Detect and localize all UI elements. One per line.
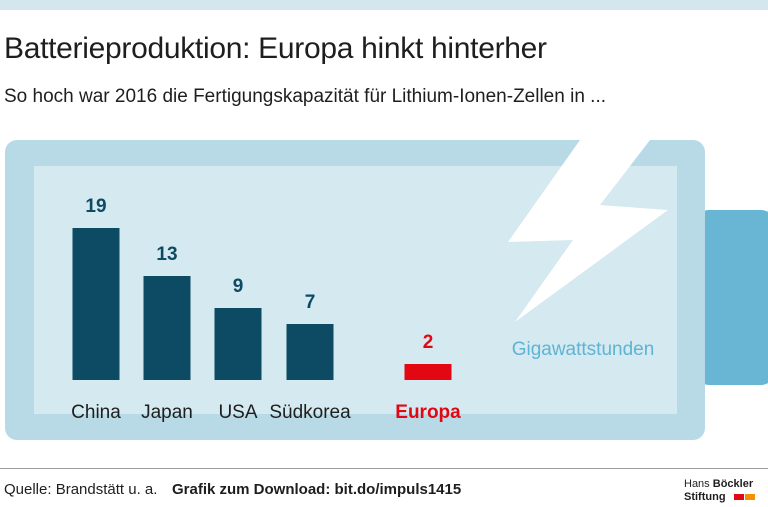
value-label-china: 19 (85, 196, 106, 217)
battery-terminal (695, 210, 768, 385)
logo-red-mark (734, 494, 744, 500)
category-label-japan: Japan (141, 402, 193, 423)
category-label-s-dkorea: Südkorea (269, 402, 351, 423)
bar-usa (214, 308, 262, 380)
bar-s-dkorea (286, 324, 334, 380)
unit-label: Gigawattstunden (512, 339, 655, 360)
category-label-europa: Europa (395, 402, 461, 423)
logo-line-2: Stiftung (684, 491, 726, 503)
source-note: Quelle: Brandstätt u. a. (4, 481, 158, 498)
bar-japan (143, 276, 191, 380)
hans-boeckler-logo: Hans Böckler Stiftung (670, 478, 762, 506)
value-label-europa: 2 (423, 332, 434, 353)
value-label-usa: 9 (233, 276, 244, 297)
logo-orange-mark (745, 494, 755, 500)
bar-series: 19 China 13 Japan 9 USA 7 Südkorea 2 Europa (71, 196, 461, 423)
page-subtitle: So hoch war 2016 die Fertigungskapazität… (4, 86, 606, 107)
battery-bar-chart: 19 China 13 Japan 9 USA 7 Südkorea 2 Europa Gigaw… (5, 140, 768, 440)
bar-china (72, 228, 120, 380)
footer-divider (0, 468, 768, 469)
category-label-china: China (71, 402, 121, 423)
page-title: Batterieproduktion: Europa hinkt hinterh… (4, 32, 547, 65)
bar-europa (404, 364, 452, 380)
logo-line-1: Hans Böckler (684, 478, 754, 490)
value-label-japan: 13 (156, 244, 177, 265)
value-label-s-dkorea: 7 (305, 292, 316, 313)
top-strip (0, 0, 768, 10)
download-link[interactable]: Grafik zum Download: bit.do/impuls1415 (172, 481, 462, 498)
lightning-bolt-icon (508, 140, 668, 322)
category-label-usa: USA (218, 402, 257, 423)
